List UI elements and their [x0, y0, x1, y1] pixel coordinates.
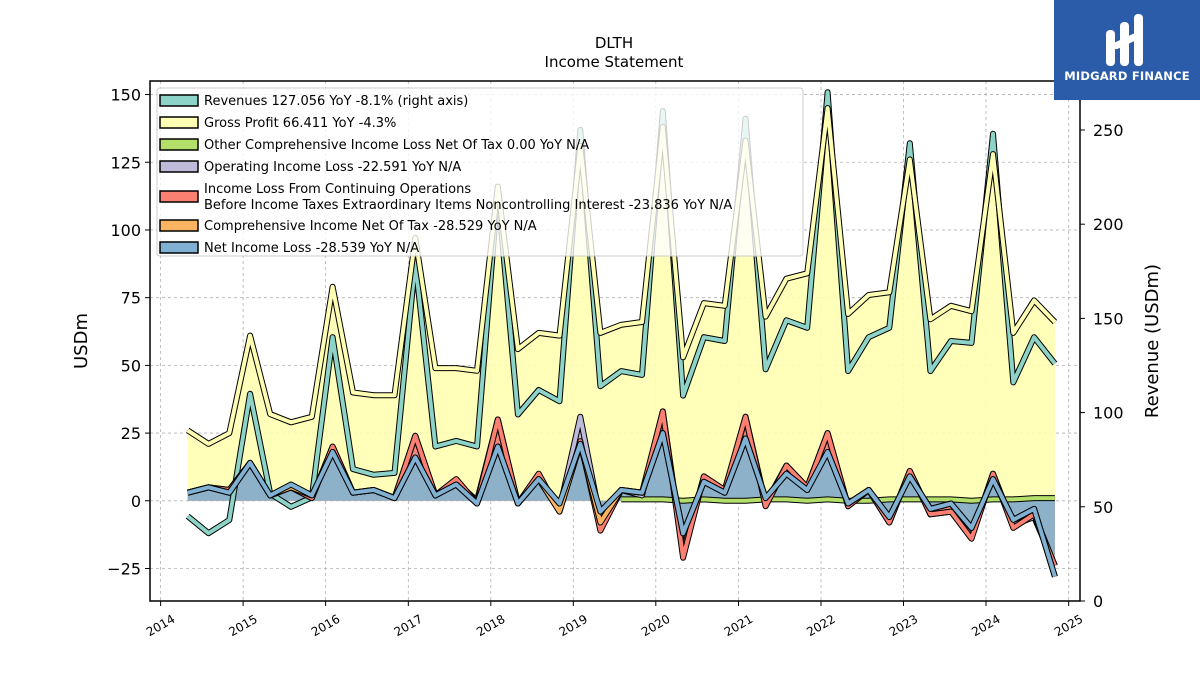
legend-swatch [159, 190, 199, 203]
legend-swatch [159, 219, 199, 232]
legend-label: Gross Profit 66.411 YoY -4.3% [204, 116, 396, 131]
y-tick-label: 50 [121, 356, 141, 375]
x-tick-label: 2016 [309, 612, 342, 639]
y-right-tick-label: 50 [1093, 498, 1113, 517]
series-line [187, 431, 1057, 578]
y-right-tick-label: 0 [1093, 592, 1103, 611]
series-area [187, 108, 1055, 501]
brand-name: MIDGARD FINANCE [1064, 69, 1190, 83]
y-axis-label-right: Revenue (USDm) [1142, 264, 1163, 418]
series-lines [185, 89, 1058, 578]
x-tick-label: 2018 [474, 612, 507, 639]
legend: Revenues 127.056 YoY -8.1% (right axis) G… [156, 87, 804, 257]
legend-box [156, 87, 804, 257]
legend-swatch [159, 160, 199, 173]
y-tick-label: 150 [110, 86, 141, 105]
x-tick-label: 2015 [226, 612, 259, 639]
x-tick-label: 2025 [1052, 612, 1085, 639]
x-tick-label: 2022 [804, 612, 837, 639]
y-right-tick-label: 200 [1093, 215, 1124, 234]
y-tick-label: 25 [121, 424, 141, 443]
legend-swatch [159, 138, 199, 151]
y-right-tick-label: 250 [1093, 121, 1124, 140]
y-axis-label: USDm [71, 313, 92, 369]
x-tick-label: 2017 [392, 612, 425, 639]
series-line [186, 90, 1057, 536]
x-axis: 2014 2015 2016 2017 2018 2019 2020 2021 2022 2023… [144, 601, 1085, 639]
x-tick-label: 2019 [557, 612, 590, 639]
y-tick-label: 125 [110, 153, 141, 172]
x-tick-label: 2021 [722, 612, 755, 639]
legend-label: Revenues 127.056 YoY -8.1% (right axis) [204, 94, 468, 109]
chart-subtitle: Income Statement [545, 53, 684, 71]
y-tick-label: −25 [107, 560, 141, 579]
legend-label: Net Income Loss -28.539 YoY N/A [204, 241, 419, 256]
x-tick-label: 2014 [144, 612, 177, 639]
chart-title: DLTH [595, 34, 633, 52]
x-tick-label: 2023 [887, 612, 920, 639]
series-line [186, 106, 1057, 446]
y-tick-label: 75 [121, 289, 141, 308]
y-right-tick-label: 150 [1093, 309, 1124, 328]
legend-label-line2: Before Income Taxes Extraordinary Items … [204, 198, 732, 213]
y-right-tick-label: 100 [1093, 404, 1124, 423]
legend-label: Income Loss From Continuing Operations [204, 182, 471, 197]
legend-label: Other Comprehensive Income Loss Net Of T… [204, 138, 589, 153]
right-y-axis: 0 50 100 150 200 250 [1080, 121, 1124, 611]
y-tick-label: 100 [110, 221, 141, 240]
x-tick-label: 2020 [639, 612, 672, 639]
legend-swatch [159, 116, 199, 129]
plot-area-frame [149, 80, 1081, 602]
legend-swatch [159, 241, 199, 254]
midgard-logo-icon [1106, 14, 1143, 66]
legend-swatch [159, 94, 199, 107]
legend-label: Operating Income Loss -22.591 YoY N/A [204, 160, 461, 175]
brand-logo: MIDGARD FINANCE [1054, 0, 1200, 100]
x-tick-label: 2024 [969, 612, 1002, 639]
legend-label: Comprehensive Income Net Of Tax -28.529 … [204, 219, 537, 234]
left-y-axis: −25 0 25 50 75 100 125 150 [107, 86, 150, 579]
y-tick-label: 0 [131, 492, 141, 511]
